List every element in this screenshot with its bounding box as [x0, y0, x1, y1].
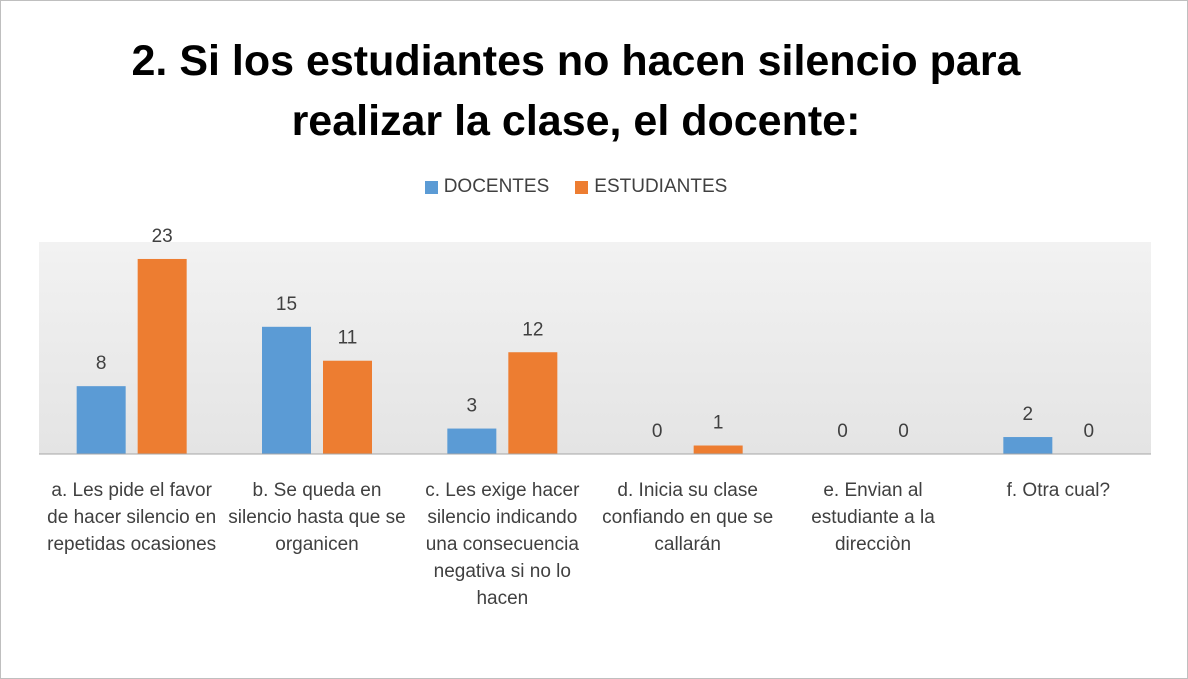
bar [137, 258, 187, 454]
plot-area [39, 242, 1151, 454]
legend-swatch [575, 180, 589, 194]
data-label: 8 [96, 353, 107, 374]
data-label: 11 [338, 328, 358, 349]
data-label: 12 [522, 319, 543, 340]
x-tick-label: f. Otra cual? [1006, 480, 1111, 501]
bar [262, 326, 311, 454]
legend-item: ESTUDIANTES [575, 176, 727, 198]
legend-label: DOCENTES [443, 176, 550, 197]
x-tick-label: b. Se queda en silencio hasta que se org… [228, 480, 406, 555]
bar [447, 428, 497, 454]
data-label: 0 [837, 421, 848, 442]
data-label: 0 [898, 421, 909, 442]
legend: DOCENTES ESTUDIANTES [1, 176, 1151, 198]
data-label: 15 [276, 294, 297, 315]
bar [1003, 437, 1053, 454]
x-tick-label: d. Inicia su clase confiando en que se c… [602, 480, 774, 555]
data-label: 3 [467, 396, 478, 417]
data-label: 2 [1023, 404, 1034, 425]
x-tick-label: e. Envian al estudiante a la direcciòn [811, 480, 935, 555]
data-label: 23 [152, 226, 173, 247]
data-label: 0 [1084, 421, 1095, 442]
chart-title: 2. Si los estudiantes no hacen silencio … [131, 37, 1021, 145]
bar [693, 445, 743, 454]
bar [323, 360, 372, 454]
legend-label: ESTUDIANTES [594, 176, 728, 197]
legend-item: DOCENTES [424, 176, 550, 198]
x-tick-label: a. Les pide el favor de hacer silencio e… [47, 480, 217, 555]
legend-swatch [424, 180, 438, 194]
bar [76, 386, 126, 454]
data-label: 0 [652, 421, 663, 442]
data-label: 1 [713, 413, 724, 434]
x-tick-label: c. Les exige hacer silencio indicando un… [425, 480, 580, 609]
bar [508, 352, 558, 454]
